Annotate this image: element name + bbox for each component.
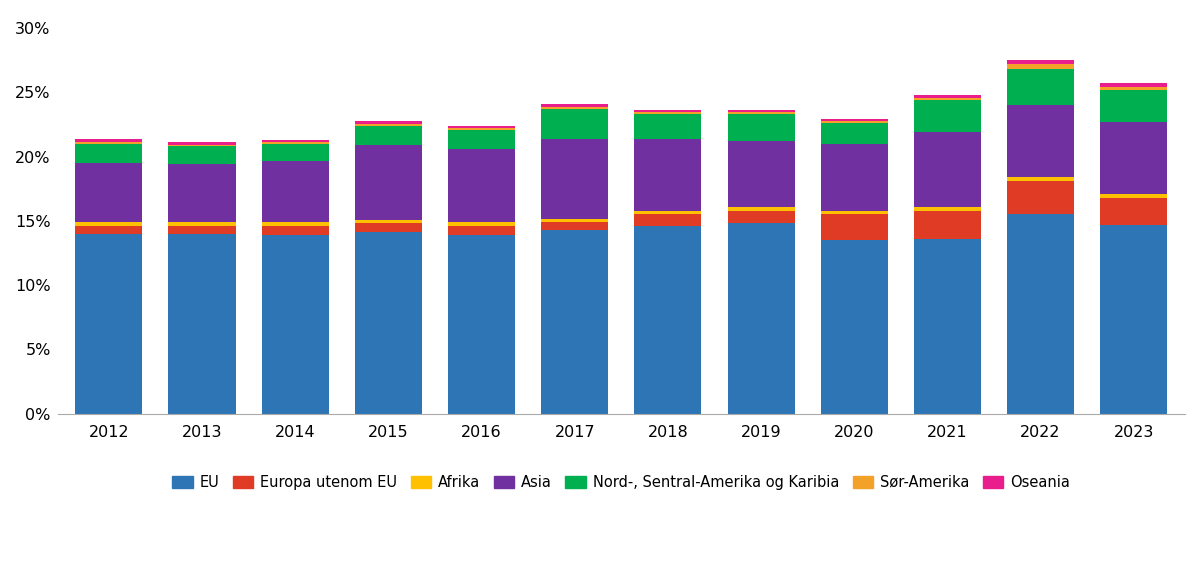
Bar xyxy=(262,144,329,161)
Bar xyxy=(914,100,980,132)
Bar xyxy=(76,222,143,226)
Legend: EU, Europa utenom EU, Afrika, Asia, Nord-, Sentral-Amerika og Karibia, Sør-Ameri: EU, Europa utenom EU, Afrika, Asia, Nord… xyxy=(167,469,1076,496)
Bar xyxy=(262,235,329,414)
Bar xyxy=(1100,198,1168,225)
Bar xyxy=(355,126,422,145)
Bar xyxy=(76,142,143,144)
Bar xyxy=(727,110,794,112)
Bar xyxy=(635,139,702,211)
Bar xyxy=(1007,60,1074,64)
Bar xyxy=(76,144,143,163)
Bar xyxy=(727,207,794,211)
Bar xyxy=(168,142,235,144)
Bar xyxy=(355,123,422,126)
Bar xyxy=(1100,90,1168,122)
Bar xyxy=(821,119,888,121)
Bar xyxy=(541,107,608,109)
Bar xyxy=(541,139,608,218)
Bar xyxy=(448,222,515,226)
Bar xyxy=(76,139,143,142)
Bar xyxy=(262,140,329,142)
Bar xyxy=(1007,181,1074,215)
Bar xyxy=(262,161,329,222)
Bar xyxy=(168,144,235,147)
Bar xyxy=(262,222,329,226)
Bar xyxy=(448,128,515,130)
Bar xyxy=(914,132,980,207)
Bar xyxy=(727,114,794,142)
Bar xyxy=(914,95,980,98)
Bar xyxy=(635,114,702,139)
Bar xyxy=(448,149,515,222)
Bar xyxy=(821,215,888,240)
Bar xyxy=(1007,69,1074,105)
Bar xyxy=(821,121,888,123)
Bar xyxy=(821,240,888,414)
Bar xyxy=(355,145,422,220)
Bar xyxy=(541,218,608,222)
Bar xyxy=(448,226,515,235)
Bar xyxy=(914,98,980,100)
Bar xyxy=(914,211,980,239)
Bar xyxy=(76,163,143,222)
Bar xyxy=(448,235,515,414)
Bar xyxy=(355,220,422,224)
Bar xyxy=(168,165,235,222)
Bar xyxy=(1007,64,1074,69)
Bar xyxy=(76,234,143,414)
Bar xyxy=(1100,87,1168,90)
Bar xyxy=(635,112,702,114)
Bar xyxy=(1100,122,1168,194)
Bar xyxy=(168,222,235,226)
Bar xyxy=(355,121,422,123)
Bar xyxy=(1100,83,1168,87)
Bar xyxy=(1100,194,1168,198)
Bar xyxy=(448,126,515,128)
Bar xyxy=(1007,215,1074,414)
Bar xyxy=(262,226,329,235)
Bar xyxy=(262,142,329,144)
Bar xyxy=(448,130,515,149)
Bar xyxy=(727,112,794,114)
Bar xyxy=(1100,225,1168,414)
Bar xyxy=(727,224,794,414)
Bar xyxy=(168,147,235,165)
Bar xyxy=(168,234,235,414)
Bar xyxy=(355,233,422,414)
Bar xyxy=(821,211,888,215)
Bar xyxy=(1007,105,1074,177)
Bar xyxy=(541,109,608,139)
Bar xyxy=(727,142,794,207)
Bar xyxy=(635,226,702,414)
Bar xyxy=(727,211,794,224)
Bar xyxy=(821,144,888,211)
Bar xyxy=(541,230,608,414)
Bar xyxy=(635,211,702,215)
Bar xyxy=(821,123,888,144)
Bar xyxy=(1007,177,1074,181)
Bar xyxy=(914,239,980,414)
Bar xyxy=(635,215,702,226)
Bar xyxy=(914,207,980,211)
Bar xyxy=(355,224,422,233)
Bar xyxy=(635,110,702,112)
Bar xyxy=(541,222,608,230)
Bar xyxy=(168,226,235,234)
Bar xyxy=(541,104,608,107)
Bar xyxy=(76,226,143,234)
